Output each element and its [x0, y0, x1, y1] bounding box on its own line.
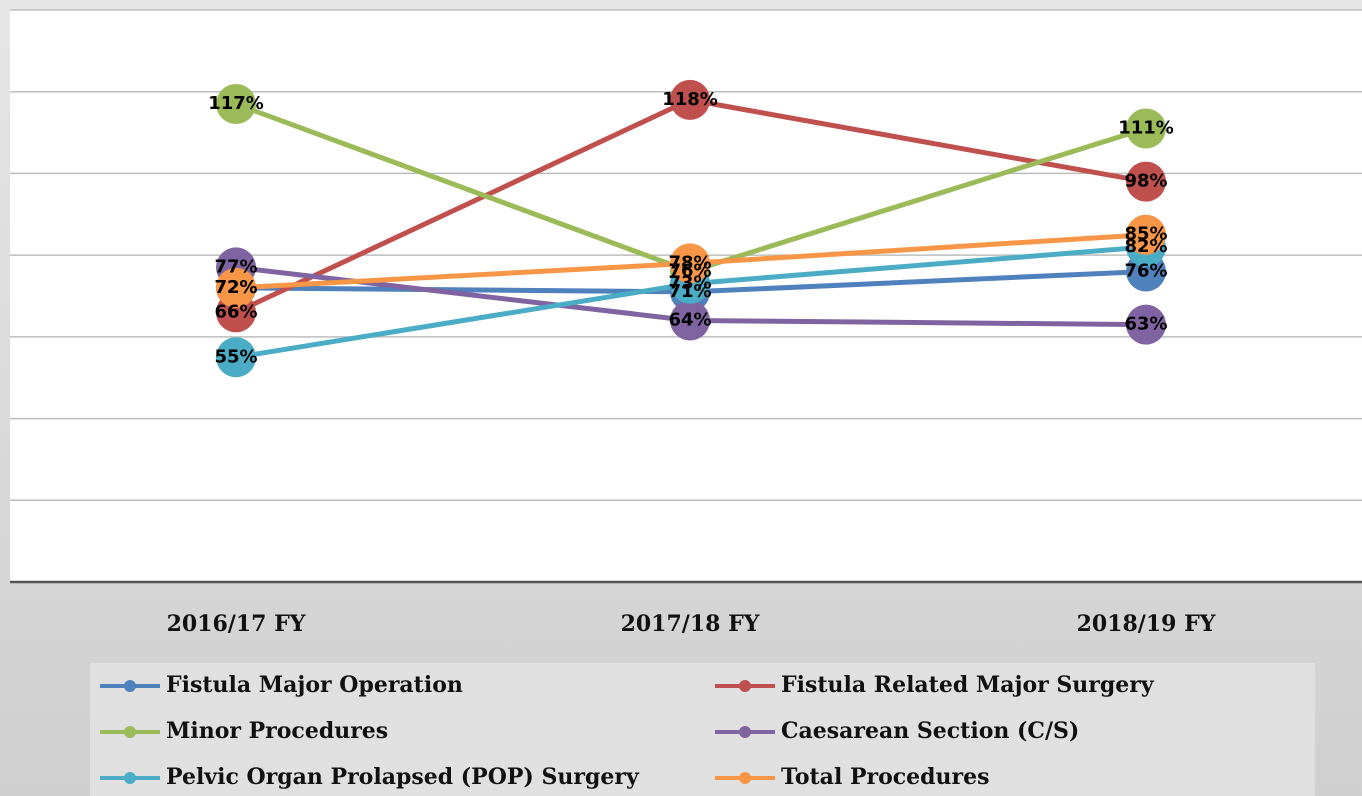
- data-label: 76%: [668, 260, 711, 281]
- legend-marker: [124, 726, 136, 738]
- data-label: 76%: [1124, 260, 1167, 281]
- legend-label: Fistula Related Major Surgery: [781, 672, 1155, 698]
- legend-label: Pelvic Organ Prolapsed (POP) Surgery: [166, 764, 640, 790]
- legend-label: Minor Procedures: [166, 718, 388, 744]
- data-label: 72%: [214, 277, 257, 298]
- x-tick-label: 2016/17 FY: [167, 611, 306, 637]
- data-label: 85%: [1124, 224, 1167, 245]
- legend-marker: [739, 680, 751, 692]
- data-label: 111%: [1118, 117, 1174, 138]
- point: [216, 267, 256, 308]
- legend-marker: [739, 772, 751, 784]
- legend-label: Total Procedures: [781, 764, 990, 790]
- point: [216, 337, 256, 378]
- legend-marker: [124, 680, 136, 692]
- data-label: 78%: [668, 252, 711, 273]
- point: [670, 300, 710, 341]
- legend-box: [90, 663, 1315, 796]
- data-label: 63%: [1124, 314, 1167, 335]
- legend-marker: [739, 726, 751, 738]
- point: [216, 83, 256, 124]
- legend-label: Fistula Major Operation: [166, 672, 463, 698]
- data-label: 66%: [214, 301, 257, 322]
- point: [1126, 161, 1166, 202]
- legend-marker: [124, 772, 136, 784]
- data-label: 71%: [668, 281, 711, 302]
- data-label: 82%: [1124, 236, 1167, 257]
- data-label: 72%: [214, 277, 257, 298]
- data-label: 117%: [208, 93, 264, 114]
- x-tick-label: 2018/19 FY: [1077, 611, 1216, 637]
- data-label: 118%: [662, 89, 718, 110]
- data-label: 64%: [668, 310, 711, 331]
- point: [1126, 214, 1166, 255]
- point: [670, 243, 710, 284]
- data-label: 73%: [668, 273, 711, 294]
- data-label: 55%: [214, 346, 257, 367]
- legend-label: Caesarean Section (C/S): [781, 718, 1079, 744]
- point: [1126, 108, 1166, 149]
- x-tick-label: 2017/18 FY: [621, 611, 760, 637]
- point: [670, 79, 710, 120]
- data-label: 77%: [214, 256, 257, 277]
- data-label: 98%: [1124, 171, 1167, 192]
- point: [1126, 304, 1166, 345]
